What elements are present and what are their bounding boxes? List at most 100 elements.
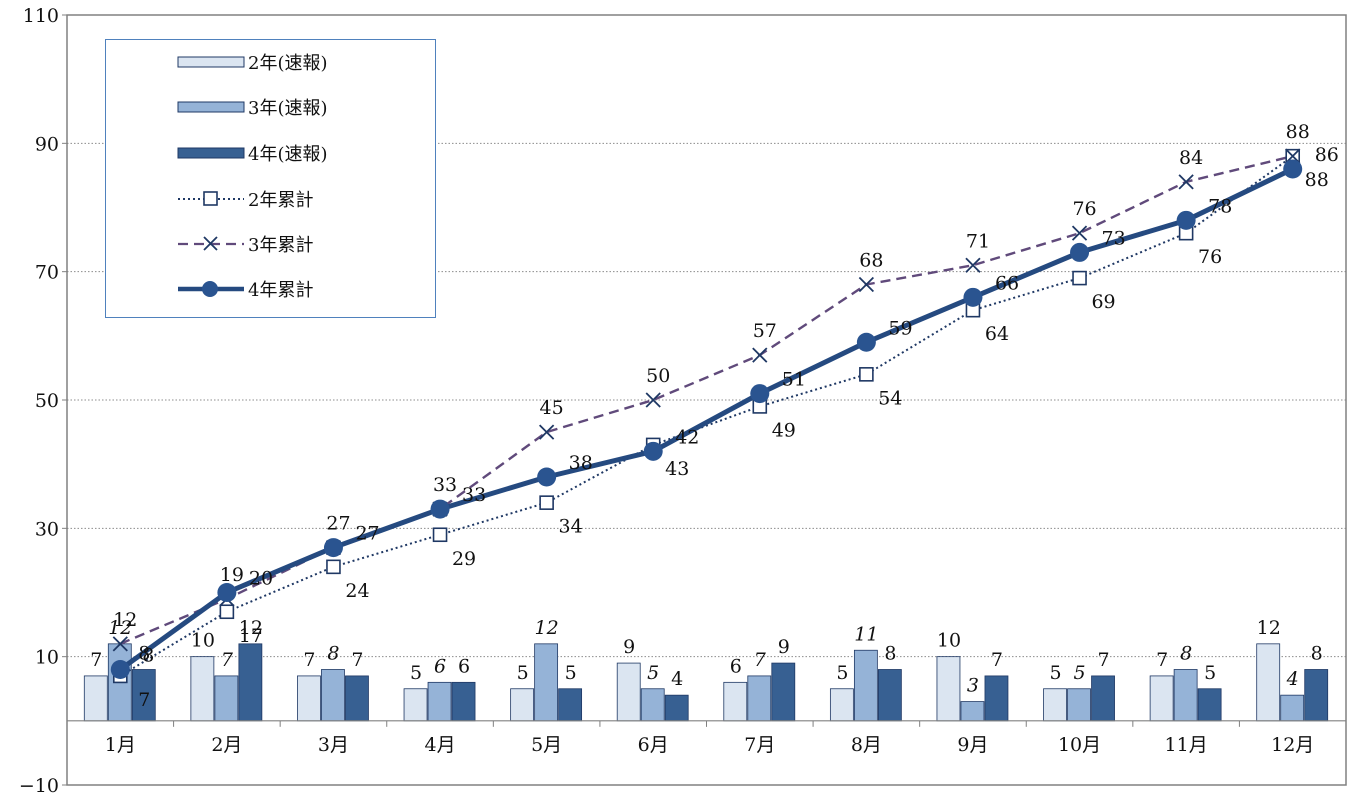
circle-marker bbox=[750, 384, 770, 404]
series-line bbox=[119, 155, 1294, 677]
circle-marker bbox=[1283, 159, 1303, 179]
circle-marker bbox=[430, 499, 450, 519]
circle-marker bbox=[537, 467, 557, 487]
bar bbox=[984, 675, 1009, 722]
legend-label: 2年(速報) bbox=[248, 53, 328, 74]
square-marker bbox=[1072, 270, 1087, 286]
bar-value-label: 7 bbox=[1156, 649, 1168, 671]
bar-value-label: 6 bbox=[730, 655, 742, 677]
circle-marker bbox=[110, 660, 130, 679]
line-value-label: 54 bbox=[878, 387, 902, 409]
bar-value-label: 7 bbox=[754, 649, 767, 671]
circle-marker bbox=[217, 583, 237, 602]
line-value-label: 64 bbox=[985, 323, 1009, 345]
bar-value-label: 5 bbox=[517, 662, 529, 684]
x-tick-label: 2月 bbox=[211, 734, 242, 756]
bar-value-label: 8 bbox=[884, 643, 896, 665]
bar bbox=[1280, 694, 1305, 722]
bar bbox=[616, 662, 641, 722]
line-value-label: 29 bbox=[452, 548, 476, 570]
line-value-label: 20 bbox=[249, 568, 273, 590]
x-marker bbox=[1071, 225, 1088, 241]
x-tick-label: 5月 bbox=[531, 734, 562, 756]
x-tick-label: 1月 bbox=[105, 734, 136, 756]
circle-marker bbox=[643, 441, 663, 461]
bar-value-label: 6 bbox=[434, 655, 446, 677]
bar bbox=[1149, 675, 1174, 722]
legend-item-bar2: 3年(速報) bbox=[176, 92, 328, 122]
y-tick-label: 90 bbox=[35, 133, 59, 155]
line-value-label: 88 bbox=[1286, 121, 1310, 143]
bar-value-label: 12 bbox=[1257, 617, 1281, 639]
x-tick-label: 6月 bbox=[638, 734, 669, 756]
square-marker bbox=[859, 367, 874, 382]
bar-value-label: 7 bbox=[991, 649, 1003, 671]
line-value-label: 7 bbox=[138, 689, 150, 711]
legend-item-line2: 3年累計 bbox=[176, 229, 313, 259]
circle-marker bbox=[323, 538, 343, 558]
bar bbox=[1304, 669, 1329, 722]
bar bbox=[664, 694, 689, 722]
line-value-label: 86 bbox=[1315, 144, 1339, 166]
line-value-label: 69 bbox=[1091, 291, 1115, 313]
line-value-label: 33 bbox=[462, 484, 486, 506]
line-value-label: 19 bbox=[220, 564, 244, 586]
line-value-label: 24 bbox=[345, 580, 369, 602]
x-marker bbox=[112, 636, 128, 652]
bar bbox=[936, 656, 961, 722]
bar bbox=[1043, 688, 1067, 722]
bar-value-label: 8 bbox=[138, 643, 150, 665]
line-value-label: 51 bbox=[782, 369, 806, 391]
bar-value-label: 5 bbox=[1204, 662, 1216, 684]
bar bbox=[345, 675, 369, 722]
bar bbox=[829, 688, 854, 722]
bar-value-label: 12 bbox=[239, 617, 263, 639]
bar bbox=[214, 675, 239, 722]
line-value-label: 78 bbox=[1208, 195, 1232, 217]
x-marker bbox=[645, 392, 661, 408]
bar bbox=[510, 688, 535, 722]
bar-value-label: 12 bbox=[535, 617, 559, 639]
square-marker bbox=[539, 495, 554, 510]
y-tick-label: 110 bbox=[23, 5, 59, 27]
bar-value-label: 8 bbox=[1311, 643, 1323, 665]
bar bbox=[640, 688, 665, 722]
bars bbox=[83, 643, 1329, 722]
bar bbox=[877, 669, 902, 722]
line-value-label: 43 bbox=[665, 458, 689, 480]
line-value-label: 76 bbox=[1072, 198, 1096, 220]
line-value-label: 71 bbox=[966, 230, 990, 252]
square-marker bbox=[432, 527, 448, 543]
bar-value-label: 10 bbox=[937, 630, 961, 652]
circle-marker bbox=[1176, 210, 1196, 230]
line-value-label: 33 bbox=[433, 474, 457, 496]
bar bbox=[1091, 675, 1115, 722]
line-value-label: 73 bbox=[1102, 227, 1126, 249]
bar-value-label: 12 bbox=[108, 617, 132, 639]
square-marker bbox=[326, 559, 341, 575]
x-tick-label: 4月 bbox=[424, 734, 455, 756]
bar bbox=[403, 688, 428, 722]
line-value-label: 76 bbox=[1198, 246, 1222, 268]
legend: 2年(速報) 3年(速報) 4年(速報) 2年累計 3年累計 4年累計 bbox=[105, 39, 436, 318]
bar bbox=[1067, 688, 1091, 722]
bar-value-label: 4 bbox=[1286, 668, 1299, 690]
line-value-label: 42 bbox=[675, 426, 699, 448]
circle-marker bbox=[856, 332, 876, 352]
bar-value-label: 5 bbox=[1073, 662, 1085, 684]
bar-value-label: 8 bbox=[1180, 643, 1192, 665]
bar-value-label: 7 bbox=[1097, 649, 1109, 671]
bar-value-label: 4 bbox=[671, 668, 683, 690]
legend-label: 4年(速報) bbox=[248, 144, 328, 165]
x-marker bbox=[752, 347, 768, 363]
circle-marker bbox=[963, 287, 983, 307]
line-value-label: 45 bbox=[540, 397, 564, 419]
line-value-label: 50 bbox=[646, 365, 670, 387]
legend-label: 2年累計 bbox=[248, 190, 314, 211]
x-marker bbox=[965, 257, 981, 273]
bar-value-label: 5 bbox=[410, 662, 422, 684]
y-tick-label: −10 bbox=[19, 775, 59, 797]
x-marker bbox=[858, 276, 875, 293]
x-tick-label: 11月 bbox=[1165, 734, 1208, 756]
